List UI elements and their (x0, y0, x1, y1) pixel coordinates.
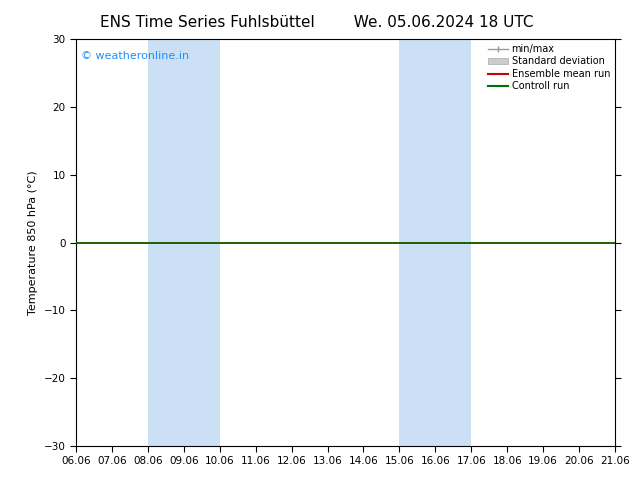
Bar (148, 39, 220, 446)
Y-axis label: Temperature 850 hPa (°C): Temperature 850 hPa (°C) (29, 170, 38, 315)
Text: ENS Time Series Fuhlsbüttel        We. 05.06.2024 18 UTC: ENS Time Series Fuhlsbüttel We. 05.06.20… (100, 15, 534, 30)
Legend: min/max, Standard deviation, Ensemble mean run, Controll run: min/max, Standard deviation, Ensemble me… (486, 42, 612, 93)
Bar (399, 39, 471, 446)
Text: © weatheronline.in: © weatheronline.in (81, 51, 190, 61)
